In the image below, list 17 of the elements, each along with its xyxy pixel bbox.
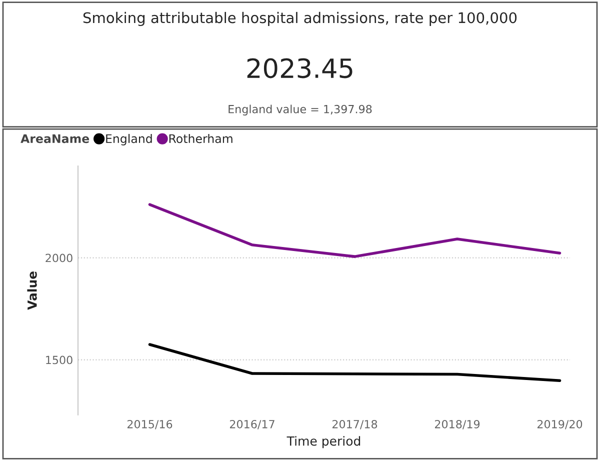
line-series: [148, 343, 562, 382]
x-tick-label: 2016/17: [230, 420, 274, 430]
x-tick-label: 2015/16: [127, 420, 172, 430]
y-tick-label: 1500: [46, 356, 72, 364]
line-series: [148, 203, 562, 258]
legend-label: England: [106, 134, 152, 146]
text: 2023.45: [247, 58, 352, 78]
text: England value = 1,397.98: [228, 104, 372, 116]
text: Smoking attributable hospital admissions, rate per 100,000: [83, 12, 517, 26]
y-axis-title: Value: [27, 271, 37, 310]
legend-label: Rotherham: [169, 134, 232, 144]
x-axis-title: Time period: [286, 436, 360, 448]
x-tick-label: 2018/19: [434, 420, 480, 430]
legend-title: AreaName: [20, 134, 90, 144]
y-tick-label: 2000: [46, 254, 72, 262]
x-tick-label: 2019/20: [537, 420, 582, 430]
x-tick-label: 2017/18: [332, 420, 378, 430]
